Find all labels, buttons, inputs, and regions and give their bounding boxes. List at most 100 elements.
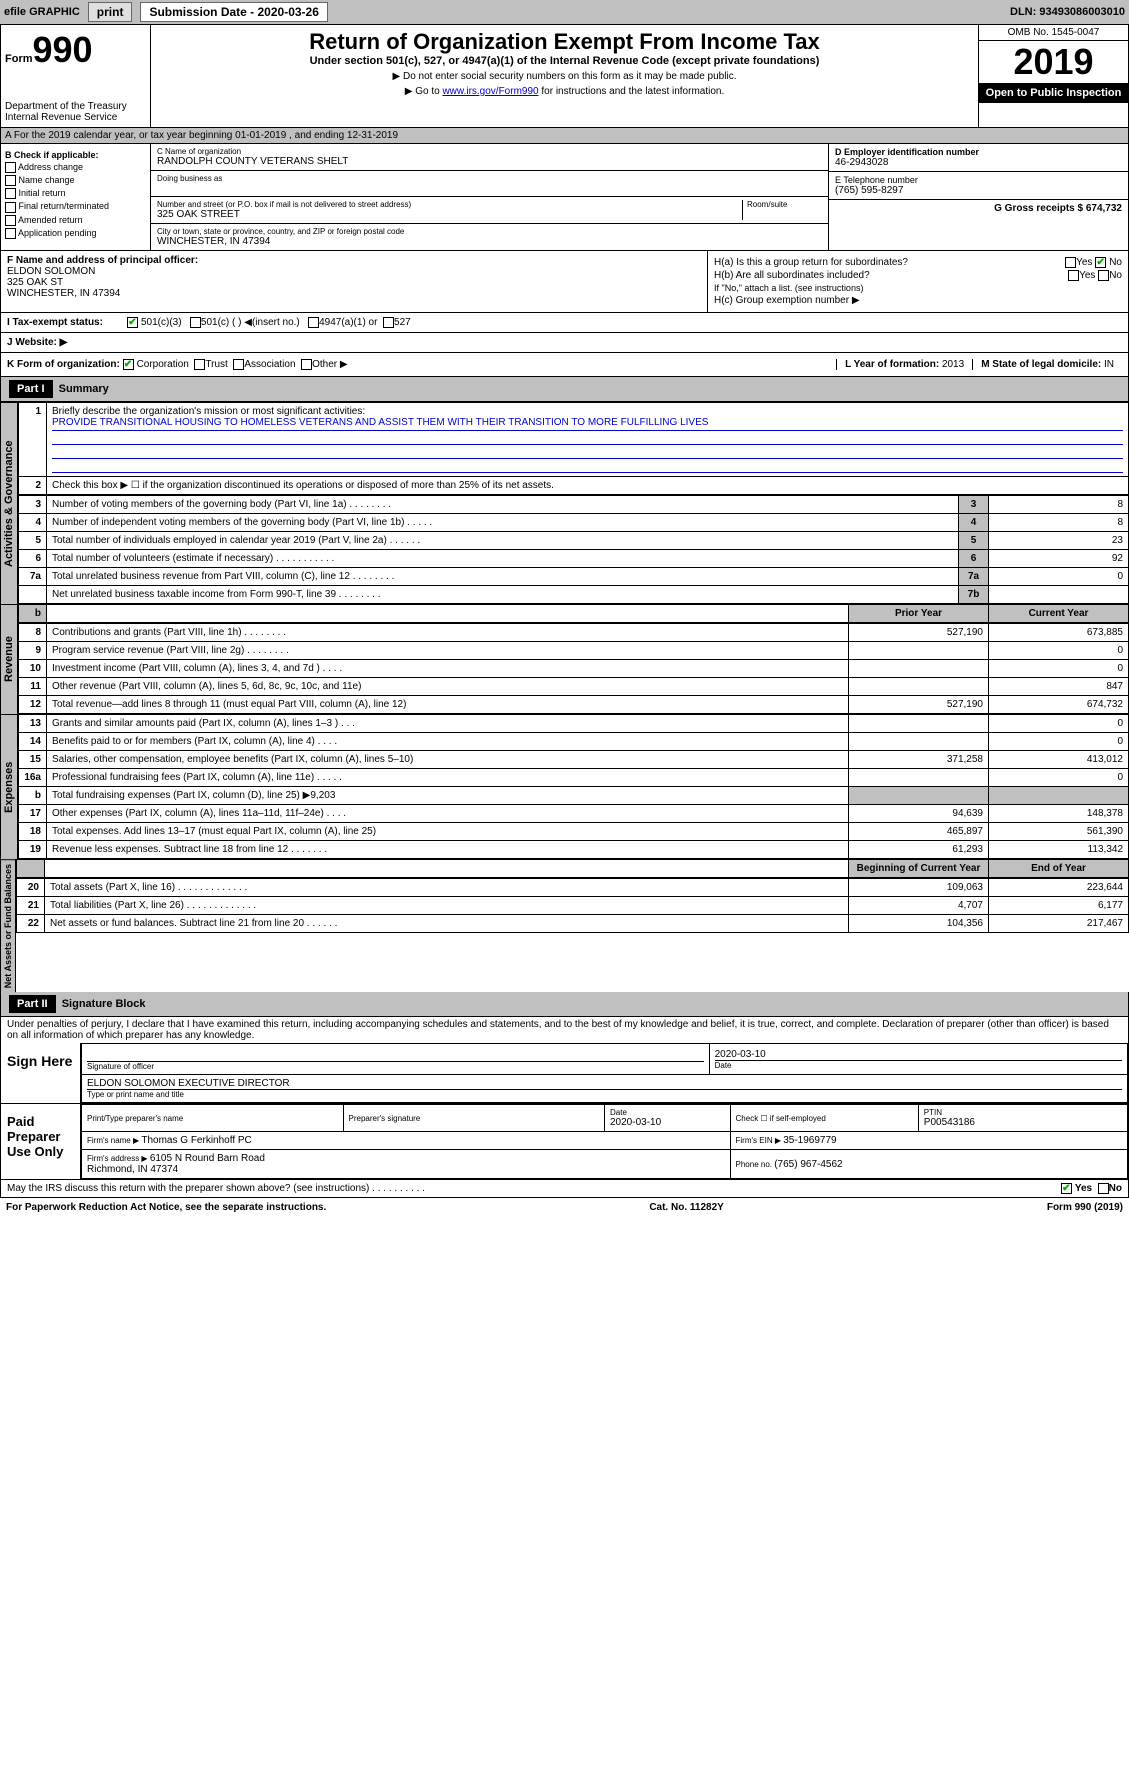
officer-addr1: 325 OAK ST bbox=[7, 277, 701, 288]
form-number: Form990 bbox=[5, 29, 146, 71]
sig-officer-label: Signature of officer bbox=[87, 1061, 704, 1071]
colb-item: Application pending bbox=[5, 228, 146, 239]
typed-name: ELDON SOLOMON EXECUTIVE DIRECTOR bbox=[87, 1078, 1122, 1089]
form-subtitle: Under section 501(c), 527, or 4947(a)(1)… bbox=[155, 55, 974, 67]
discuss-no-checkbox[interactable] bbox=[1098, 1183, 1109, 1194]
hb-no-checkbox[interactable] bbox=[1098, 270, 1109, 281]
year-formation: L Year of formation: 2013 bbox=[836, 359, 972, 370]
firm-ein: 35-1969779 bbox=[783, 1135, 836, 1146]
name-label: C Name of organization bbox=[157, 147, 822, 156]
side-revenue: Revenue bbox=[0, 604, 18, 714]
hdr-prior: Prior Year bbox=[849, 605, 989, 623]
tax-status-label: I Tax-exempt status: bbox=[7, 317, 127, 328]
table-row: 10Investment income (Part VIII, column (… bbox=[19, 660, 1129, 678]
table-row: 16aProfessional fundraising fees (Part I… bbox=[19, 769, 1129, 787]
501c3-checkbox[interactable] bbox=[127, 317, 138, 328]
hdr-beg: Beginning of Current Year bbox=[849, 860, 989, 878]
dln: DLN: 93493086003010 bbox=[1010, 6, 1125, 18]
hdr-curr: Current Year bbox=[989, 605, 1129, 623]
ein-label: D Employer identification number bbox=[835, 147, 1122, 157]
table-row: 11Other revenue (Part VIII, column (A), … bbox=[19, 678, 1129, 696]
part1-header: Part I Summary bbox=[0, 377, 1129, 402]
table-row: 14Benefits paid to or for members (Part … bbox=[19, 733, 1129, 751]
colb-item: Final return/terminated bbox=[5, 201, 146, 212]
corp-checkbox[interactable] bbox=[123, 359, 134, 370]
table-row: 3Number of voting members of the governi… bbox=[19, 496, 1129, 514]
dept-treasury: Department of the Treasury Internal Reve… bbox=[5, 101, 146, 123]
omb-number: OMB No. 1545-0047 bbox=[979, 25, 1128, 41]
submission-date: Submission Date - 2020-03-26 bbox=[140, 2, 327, 22]
sign-here-label: Sign Here bbox=[1, 1043, 81, 1103]
table-row: Net unrelated business taxable income fr… bbox=[19, 586, 1129, 604]
table-row: 8Contributions and grants (Part VIII, li… bbox=[19, 624, 1129, 642]
state-domicile: M State of legal domicile: IN bbox=[972, 359, 1122, 370]
ptin-value: P00543186 bbox=[924, 1117, 1122, 1128]
hdr-end: End of Year bbox=[989, 860, 1129, 878]
row-k-form-org: K Form of organization: Corporation Trus… bbox=[0, 353, 1129, 377]
col-h-group: H(a) Is this a group return for subordin… bbox=[708, 251, 1128, 312]
dba-label: Doing business as bbox=[157, 174, 822, 183]
form-org-label: K Form of organization: bbox=[7, 359, 120, 370]
part2-header: Part II Signature Block bbox=[0, 992, 1129, 1017]
ha-label: H(a) Is this a group return for subordin… bbox=[714, 257, 908, 268]
print-button[interactable]: print bbox=[88, 2, 133, 22]
table-row: 20Total assets (Part X, line 16) . . . .… bbox=[17, 879, 1129, 897]
table-row: 13Grants and similar amounts paid (Part … bbox=[19, 715, 1129, 733]
table-row: 6Total number of volunteers (estimate if… bbox=[19, 550, 1129, 568]
table-row: 4Number of independent voting members of… bbox=[19, 514, 1129, 532]
ha-no-checkbox[interactable] bbox=[1095, 257, 1106, 268]
prep-name-label: Print/Type preparer's name bbox=[82, 1105, 344, 1132]
row-i-tax-status: I Tax-exempt status: 501(c)(3) 501(c) ( … bbox=[0, 313, 1129, 333]
table-row: bTotal fundraising expenses (Part IX, co… bbox=[19, 787, 1129, 805]
hb-note: If "No," attach a list. (see instruction… bbox=[714, 283, 1122, 293]
open-public: Open to Public Inspection bbox=[979, 83, 1128, 103]
phone-value: (765) 595-8297 bbox=[835, 185, 1122, 196]
firm-name: Thomas G Ferkinhoff PC bbox=[141, 1135, 251, 1146]
table-row: 17Other expenses (Part IX, column (A), l… bbox=[19, 805, 1129, 823]
city-label: City or town, state or province, country… bbox=[157, 227, 822, 236]
note-link: ▶ Go to www.irs.gov/Form990 for instruct… bbox=[155, 86, 974, 97]
col-f-officer: F Name and address of principal officer:… bbox=[1, 251, 708, 312]
table-row: 18Total expenses. Add lines 13–17 (must … bbox=[19, 823, 1129, 841]
col-c-org-info: C Name of organizationRANDOLPH COUNTY VE… bbox=[151, 144, 828, 250]
col-de: D Employer identification number46-29430… bbox=[828, 144, 1128, 250]
table-row: 21Total liabilities (Part X, line 26) . … bbox=[17, 897, 1129, 915]
tax-year: 2019 bbox=[979, 41, 1128, 83]
table-row: 9Program service revenue (Part VIII, lin… bbox=[19, 642, 1129, 660]
page-footer: For Paperwork Reduction Act Notice, see … bbox=[0, 1198, 1129, 1217]
note-ssn: ▶ Do not enter social security numbers o… bbox=[155, 71, 974, 82]
hb-label: H(b) Are all subordinates included? bbox=[714, 270, 870, 281]
colb-item: Amended return bbox=[5, 215, 146, 226]
l1-label: Briefly describe the organization's miss… bbox=[52, 406, 365, 417]
footer-right: Form 990 (2019) bbox=[1047, 1202, 1123, 1213]
irs-link[interactable]: www.irs.gov/Form990 bbox=[442, 86, 538, 97]
table-row: 7aTotal unrelated business revenue from … bbox=[19, 568, 1129, 586]
table-row: 22Net assets or fund balances. Subtract … bbox=[17, 915, 1129, 933]
gross-receipts: G Gross receipts $ 674,732 bbox=[994, 203, 1122, 214]
discuss-row: May the IRS discuss this return with the… bbox=[0, 1180, 1129, 1198]
paid-preparer-label: Paid Preparer Use Only bbox=[1, 1104, 81, 1179]
prep-date: 2020-03-10 bbox=[610, 1117, 725, 1128]
table-row: 19Revenue less expenses. Subtract line 1… bbox=[19, 841, 1129, 859]
footer-mid: Cat. No. 11282Y bbox=[649, 1202, 723, 1213]
form-title: Return of Organization Exempt From Incom… bbox=[155, 29, 974, 55]
col-b-checkboxes: B Check if applicable: Address change Na… bbox=[1, 144, 151, 250]
phone-label: E Telephone number bbox=[835, 175, 1122, 185]
top-toolbar: efile GRAPHIC print Submission Date - 20… bbox=[0, 0, 1129, 24]
col-b-header: B Check if applicable: bbox=[5, 150, 146, 160]
prep-sig-label: Preparer's signature bbox=[343, 1105, 605, 1132]
discuss-yes-checkbox[interactable] bbox=[1061, 1183, 1072, 1194]
perjury-text: Under penalties of perjury, I declare th… bbox=[0, 1017, 1129, 1043]
sig-date: 2020-03-10 bbox=[715, 1049, 1122, 1060]
footer-left: For Paperwork Reduction Act Notice, see … bbox=[6, 1202, 326, 1213]
table-row: 15Salaries, other compensation, employee… bbox=[19, 751, 1129, 769]
officer-name: ELDON SOLOMON bbox=[7, 266, 701, 277]
org-city: WINCHESTER, IN 47394 bbox=[157, 236, 822, 247]
side-expenses: Expenses bbox=[0, 714, 18, 859]
table-row: 5Total number of individuals employed in… bbox=[19, 532, 1129, 550]
mission-text: PROVIDE TRANSITIONAL HOUSING TO HOMELESS… bbox=[52, 417, 1123, 431]
form-header: Form990 Department of the Treasury Inter… bbox=[0, 24, 1129, 128]
row-j-website: J Website: ▶ bbox=[0, 333, 1129, 353]
efile-label: efile GRAPHIC bbox=[4, 6, 80, 18]
row-a-tax-year: A For the 2019 calendar year, or tax yea… bbox=[0, 128, 1129, 144]
